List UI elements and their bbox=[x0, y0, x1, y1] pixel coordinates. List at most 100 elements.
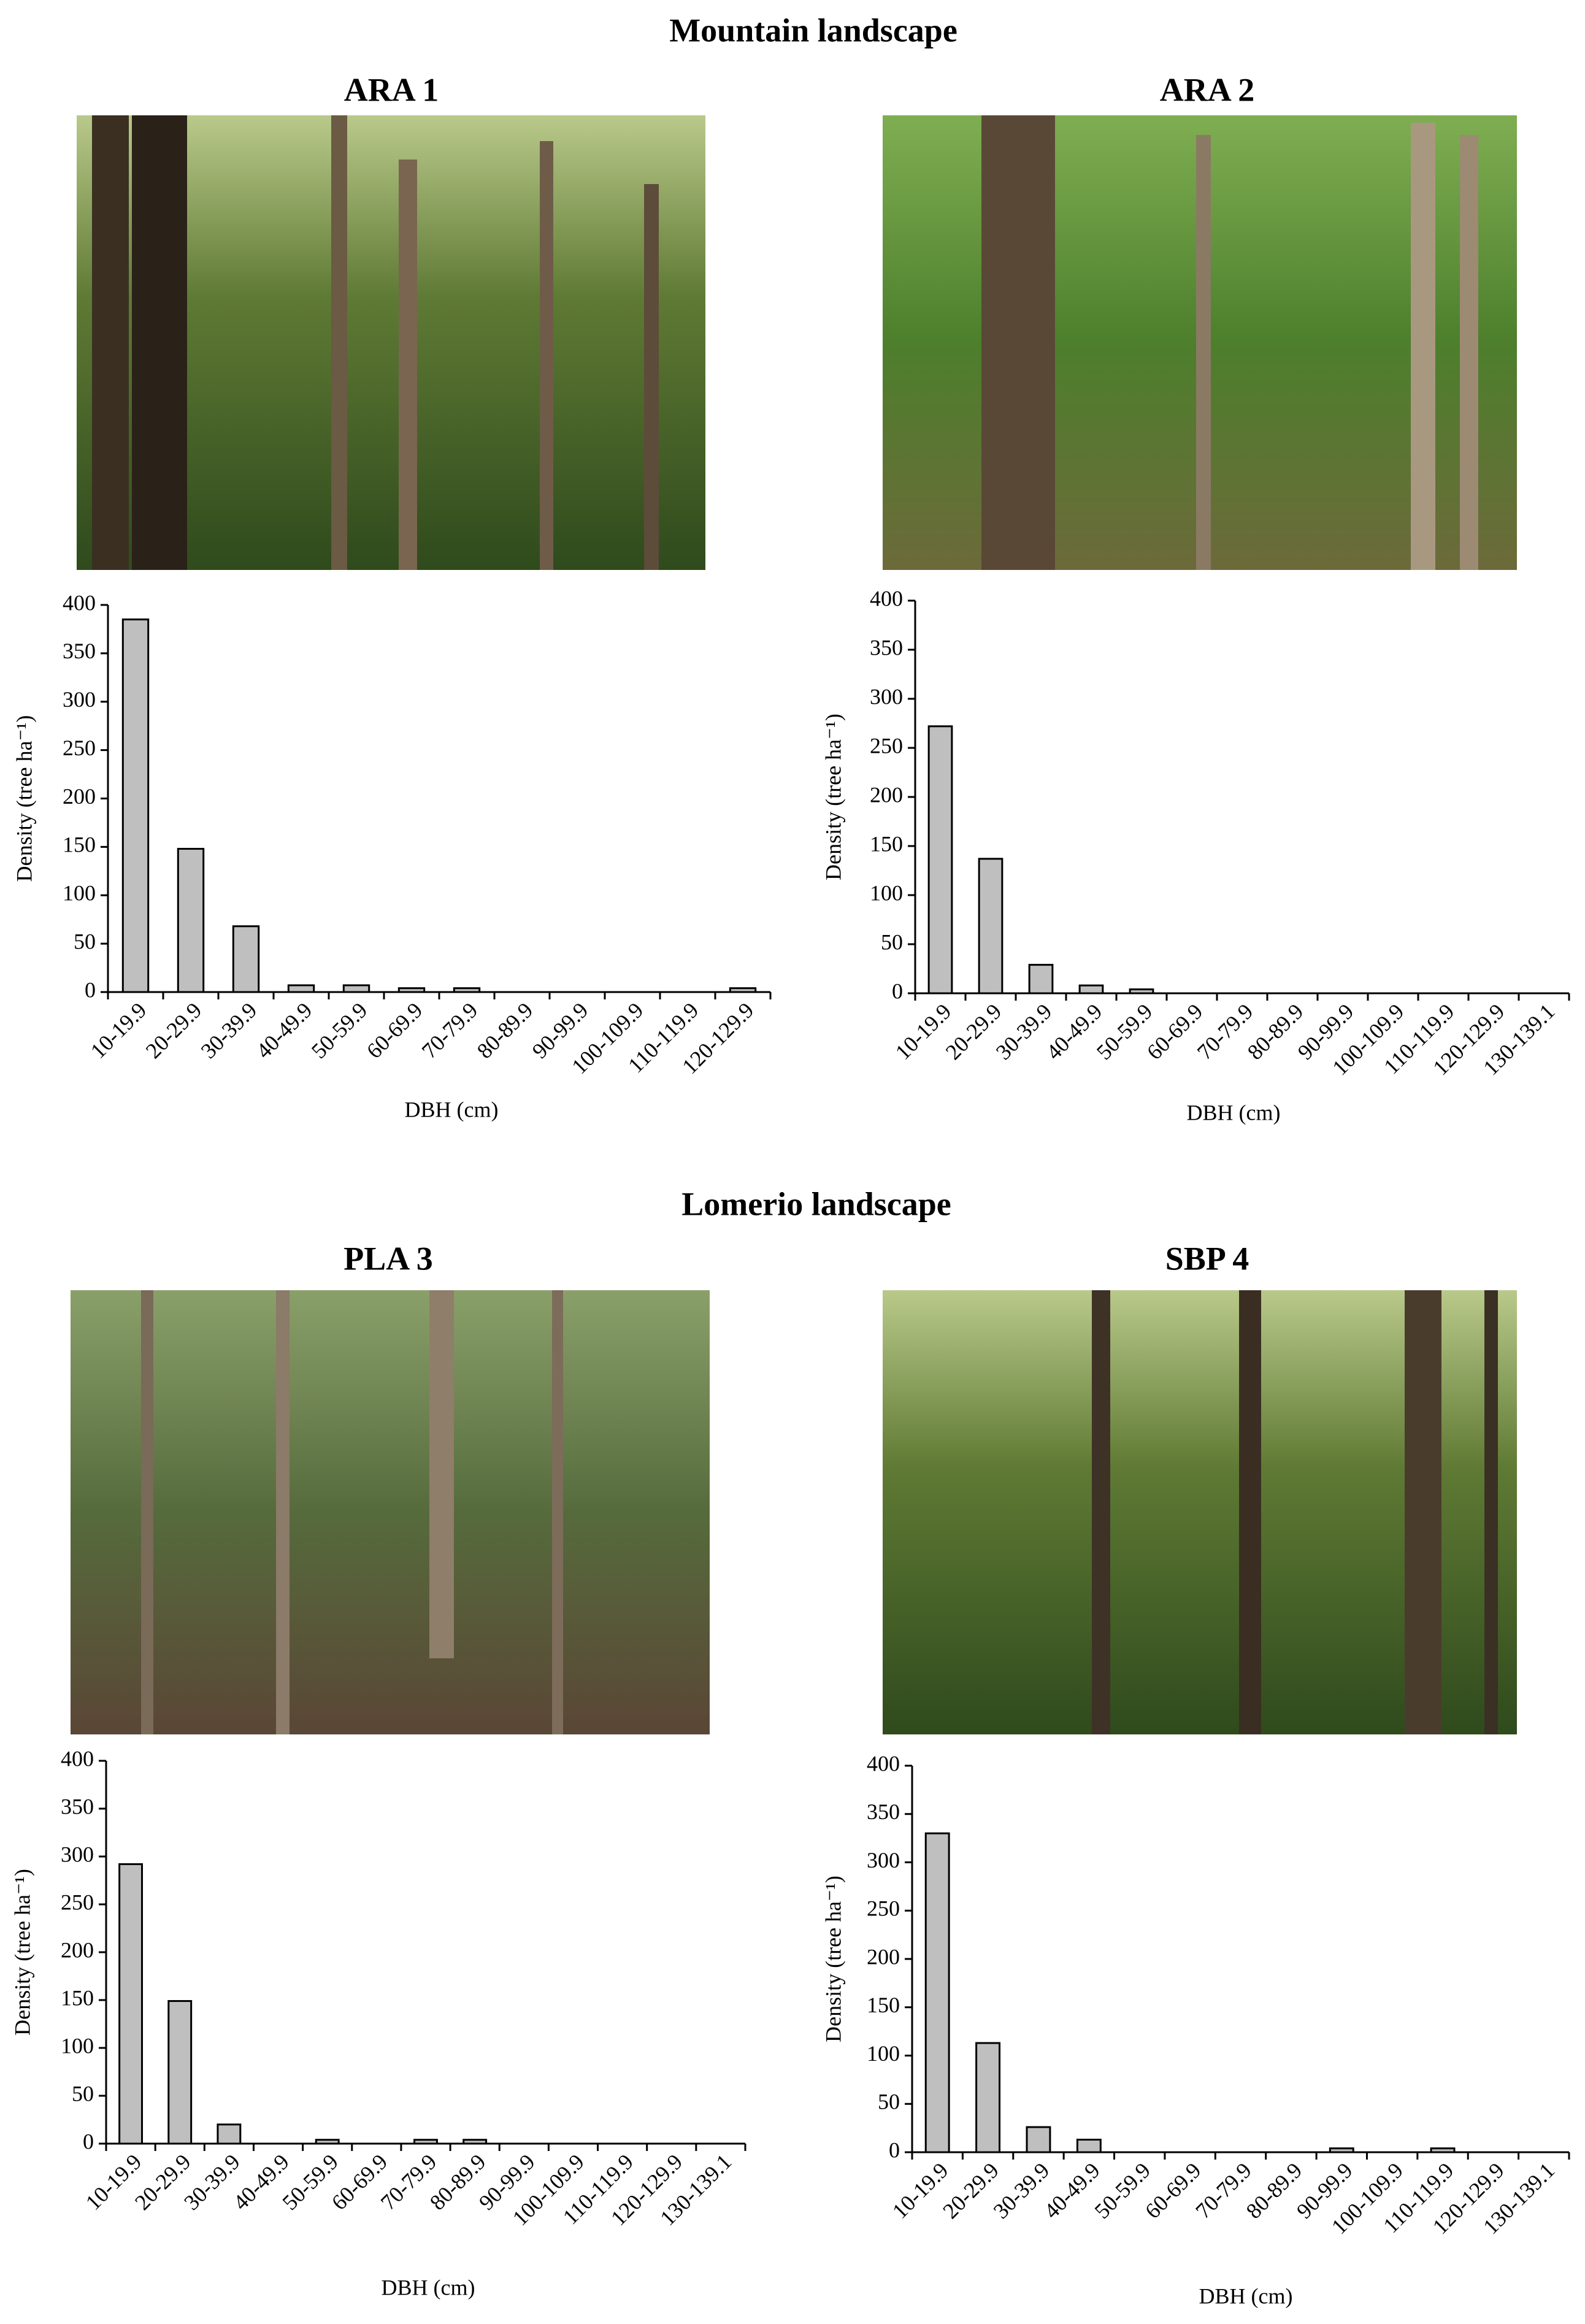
y-tick-label: 150 bbox=[61, 1985, 94, 2010]
x-tick-label: 60-69.9 bbox=[1142, 999, 1208, 1064]
x-tick-label: 10-19.9 bbox=[891, 999, 956, 1064]
bar bbox=[1026, 2126, 1051, 2153]
y-tick-label: 50 bbox=[74, 929, 96, 953]
x-tick-label: 60-69.9 bbox=[327, 2149, 393, 2215]
x-tick-label: 70-79.9 bbox=[417, 998, 483, 1063]
x-tick-label: 40-49.9 bbox=[1039, 2158, 1105, 2223]
x-tick-label: 50-59.9 bbox=[1089, 2158, 1155, 2223]
x-axis-label: DBH (cm) bbox=[405, 1097, 499, 1122]
y-tick-label: 100 bbox=[61, 2033, 94, 2058]
y-tick-label: 100 bbox=[867, 2041, 900, 2066]
x-axis-label: DBH (cm) bbox=[1199, 2284, 1293, 2308]
y-tick-label: 350 bbox=[867, 1799, 900, 1824]
bar bbox=[1329, 2147, 1354, 2153]
y-axis-label: Density (tree ha⁻¹) bbox=[10, 1869, 34, 2036]
y-tick-label: 350 bbox=[870, 635, 903, 660]
y-axis-label: Density (tree ha⁻¹) bbox=[12, 715, 36, 882]
x-tick-label: 30-39.9 bbox=[991, 999, 1057, 1064]
bar bbox=[975, 2042, 1001, 2153]
bar bbox=[167, 2000, 193, 2145]
x-tick-label: 30-39.9 bbox=[989, 2158, 1054, 2223]
y-tick-label: 300 bbox=[870, 684, 903, 709]
bar bbox=[177, 848, 205, 993]
chart-title: ARA 2 bbox=[1160, 71, 1255, 108]
bar bbox=[118, 1863, 144, 2145]
bar bbox=[927, 725, 953, 995]
x-tick-label: 20-29.9 bbox=[141, 998, 207, 1063]
bar bbox=[287, 984, 315, 993]
x-tick-label: 10-19.9 bbox=[888, 2158, 953, 2223]
bar bbox=[729, 987, 757, 993]
y-tick-label: 150 bbox=[63, 833, 96, 857]
x-tick-label: 30-39.9 bbox=[179, 2149, 245, 2215]
x-tick-label: 20-29.9 bbox=[130, 2149, 196, 2215]
photo bbox=[71, 1290, 710, 1734]
x-tick-label: 40-49.9 bbox=[1042, 999, 1107, 1064]
y-tick-label: 400 bbox=[61, 1746, 94, 1771]
y-tick-label: 0 bbox=[892, 979, 903, 1003]
y-tick-label: 100 bbox=[63, 881, 96, 906]
x-tick-label: 60-69.9 bbox=[1140, 2158, 1206, 2223]
section-title: Mountain landscape bbox=[669, 12, 958, 48]
y-tick-label: 200 bbox=[867, 1944, 900, 1969]
y-tick-label: 50 bbox=[878, 2090, 900, 2114]
x-tick-label: 60-69.9 bbox=[362, 998, 428, 1063]
y-tick-label: 150 bbox=[870, 831, 903, 856]
x-tick-label: 70-79.9 bbox=[376, 2149, 442, 2215]
bar bbox=[1129, 988, 1154, 995]
chart-title: SBP 4 bbox=[1165, 1240, 1249, 1277]
x-axis-label: DBH (cm) bbox=[1187, 1100, 1281, 1125]
x-tick-label: 40-49.9 bbox=[228, 2149, 294, 2215]
bar bbox=[413, 2139, 438, 2145]
chart-title: PLA 3 bbox=[343, 1240, 433, 1277]
x-tick-label: 30-39.9 bbox=[196, 998, 262, 1063]
x-tick-label: 50-59.9 bbox=[307, 998, 372, 1063]
bar bbox=[232, 925, 260, 993]
y-tick-label: 100 bbox=[870, 880, 903, 905]
y-tick-label: 300 bbox=[63, 687, 96, 712]
bar bbox=[315, 2139, 340, 2145]
y-tick-label: 300 bbox=[61, 1842, 94, 1866]
x-tick-label: 70-79.9 bbox=[1191, 2158, 1256, 2223]
y-tick-label: 0 bbox=[83, 2129, 94, 2153]
chart-title: ARA 1 bbox=[344, 71, 439, 108]
photo bbox=[883, 115, 1517, 570]
x-tick-label: 80-89.9 bbox=[1242, 2158, 1307, 2223]
y-tick-label: 50 bbox=[881, 929, 903, 954]
y-tick-label: 250 bbox=[63, 736, 96, 760]
x-tick-label: 70-79.9 bbox=[1192, 999, 1258, 1064]
x-tick-label: 80-89.9 bbox=[425, 2149, 491, 2215]
bar bbox=[397, 987, 426, 993]
y-axis-label: Density (tree ha⁻¹) bbox=[821, 1876, 845, 2042]
photo bbox=[77, 115, 705, 570]
y-tick-label: 200 bbox=[61, 1937, 94, 1962]
y-axis-label: Density (tree ha⁻¹) bbox=[821, 714, 845, 880]
bar bbox=[217, 2123, 242, 2145]
bar bbox=[1076, 2139, 1102, 2153]
y-tick-label: 200 bbox=[870, 782, 903, 807]
y-tick-label: 350 bbox=[61, 1794, 94, 1818]
x-tick-label: 50-59.9 bbox=[1092, 999, 1157, 1064]
y-tick-label: 200 bbox=[63, 784, 96, 809]
bar bbox=[1430, 2147, 1456, 2153]
bar bbox=[1078, 984, 1104, 995]
photo bbox=[883, 1290, 1517, 1734]
y-tick-label: 400 bbox=[867, 1751, 900, 1776]
bar bbox=[121, 618, 150, 993]
y-tick-label: 0 bbox=[85, 977, 96, 1002]
x-axis-label: DBH (cm) bbox=[382, 2275, 475, 2299]
bar bbox=[342, 984, 370, 993]
bar bbox=[462, 2139, 488, 2145]
x-tick-label: 40-49.9 bbox=[251, 998, 317, 1063]
y-tick-label: 150 bbox=[867, 1993, 900, 2017]
y-tick-label: 50 bbox=[72, 2081, 94, 2106]
bar bbox=[924, 1832, 950, 2153]
bar bbox=[978, 858, 1004, 995]
y-tick-label: 400 bbox=[63, 590, 96, 615]
y-tick-label: 400 bbox=[870, 586, 903, 610]
y-tick-label: 250 bbox=[867, 1896, 900, 1921]
x-tick-label: 20-29.9 bbox=[941, 999, 1007, 1064]
x-tick-label: 80-89.9 bbox=[1243, 999, 1308, 1064]
x-tick-label: 50-59.9 bbox=[277, 2149, 343, 2215]
